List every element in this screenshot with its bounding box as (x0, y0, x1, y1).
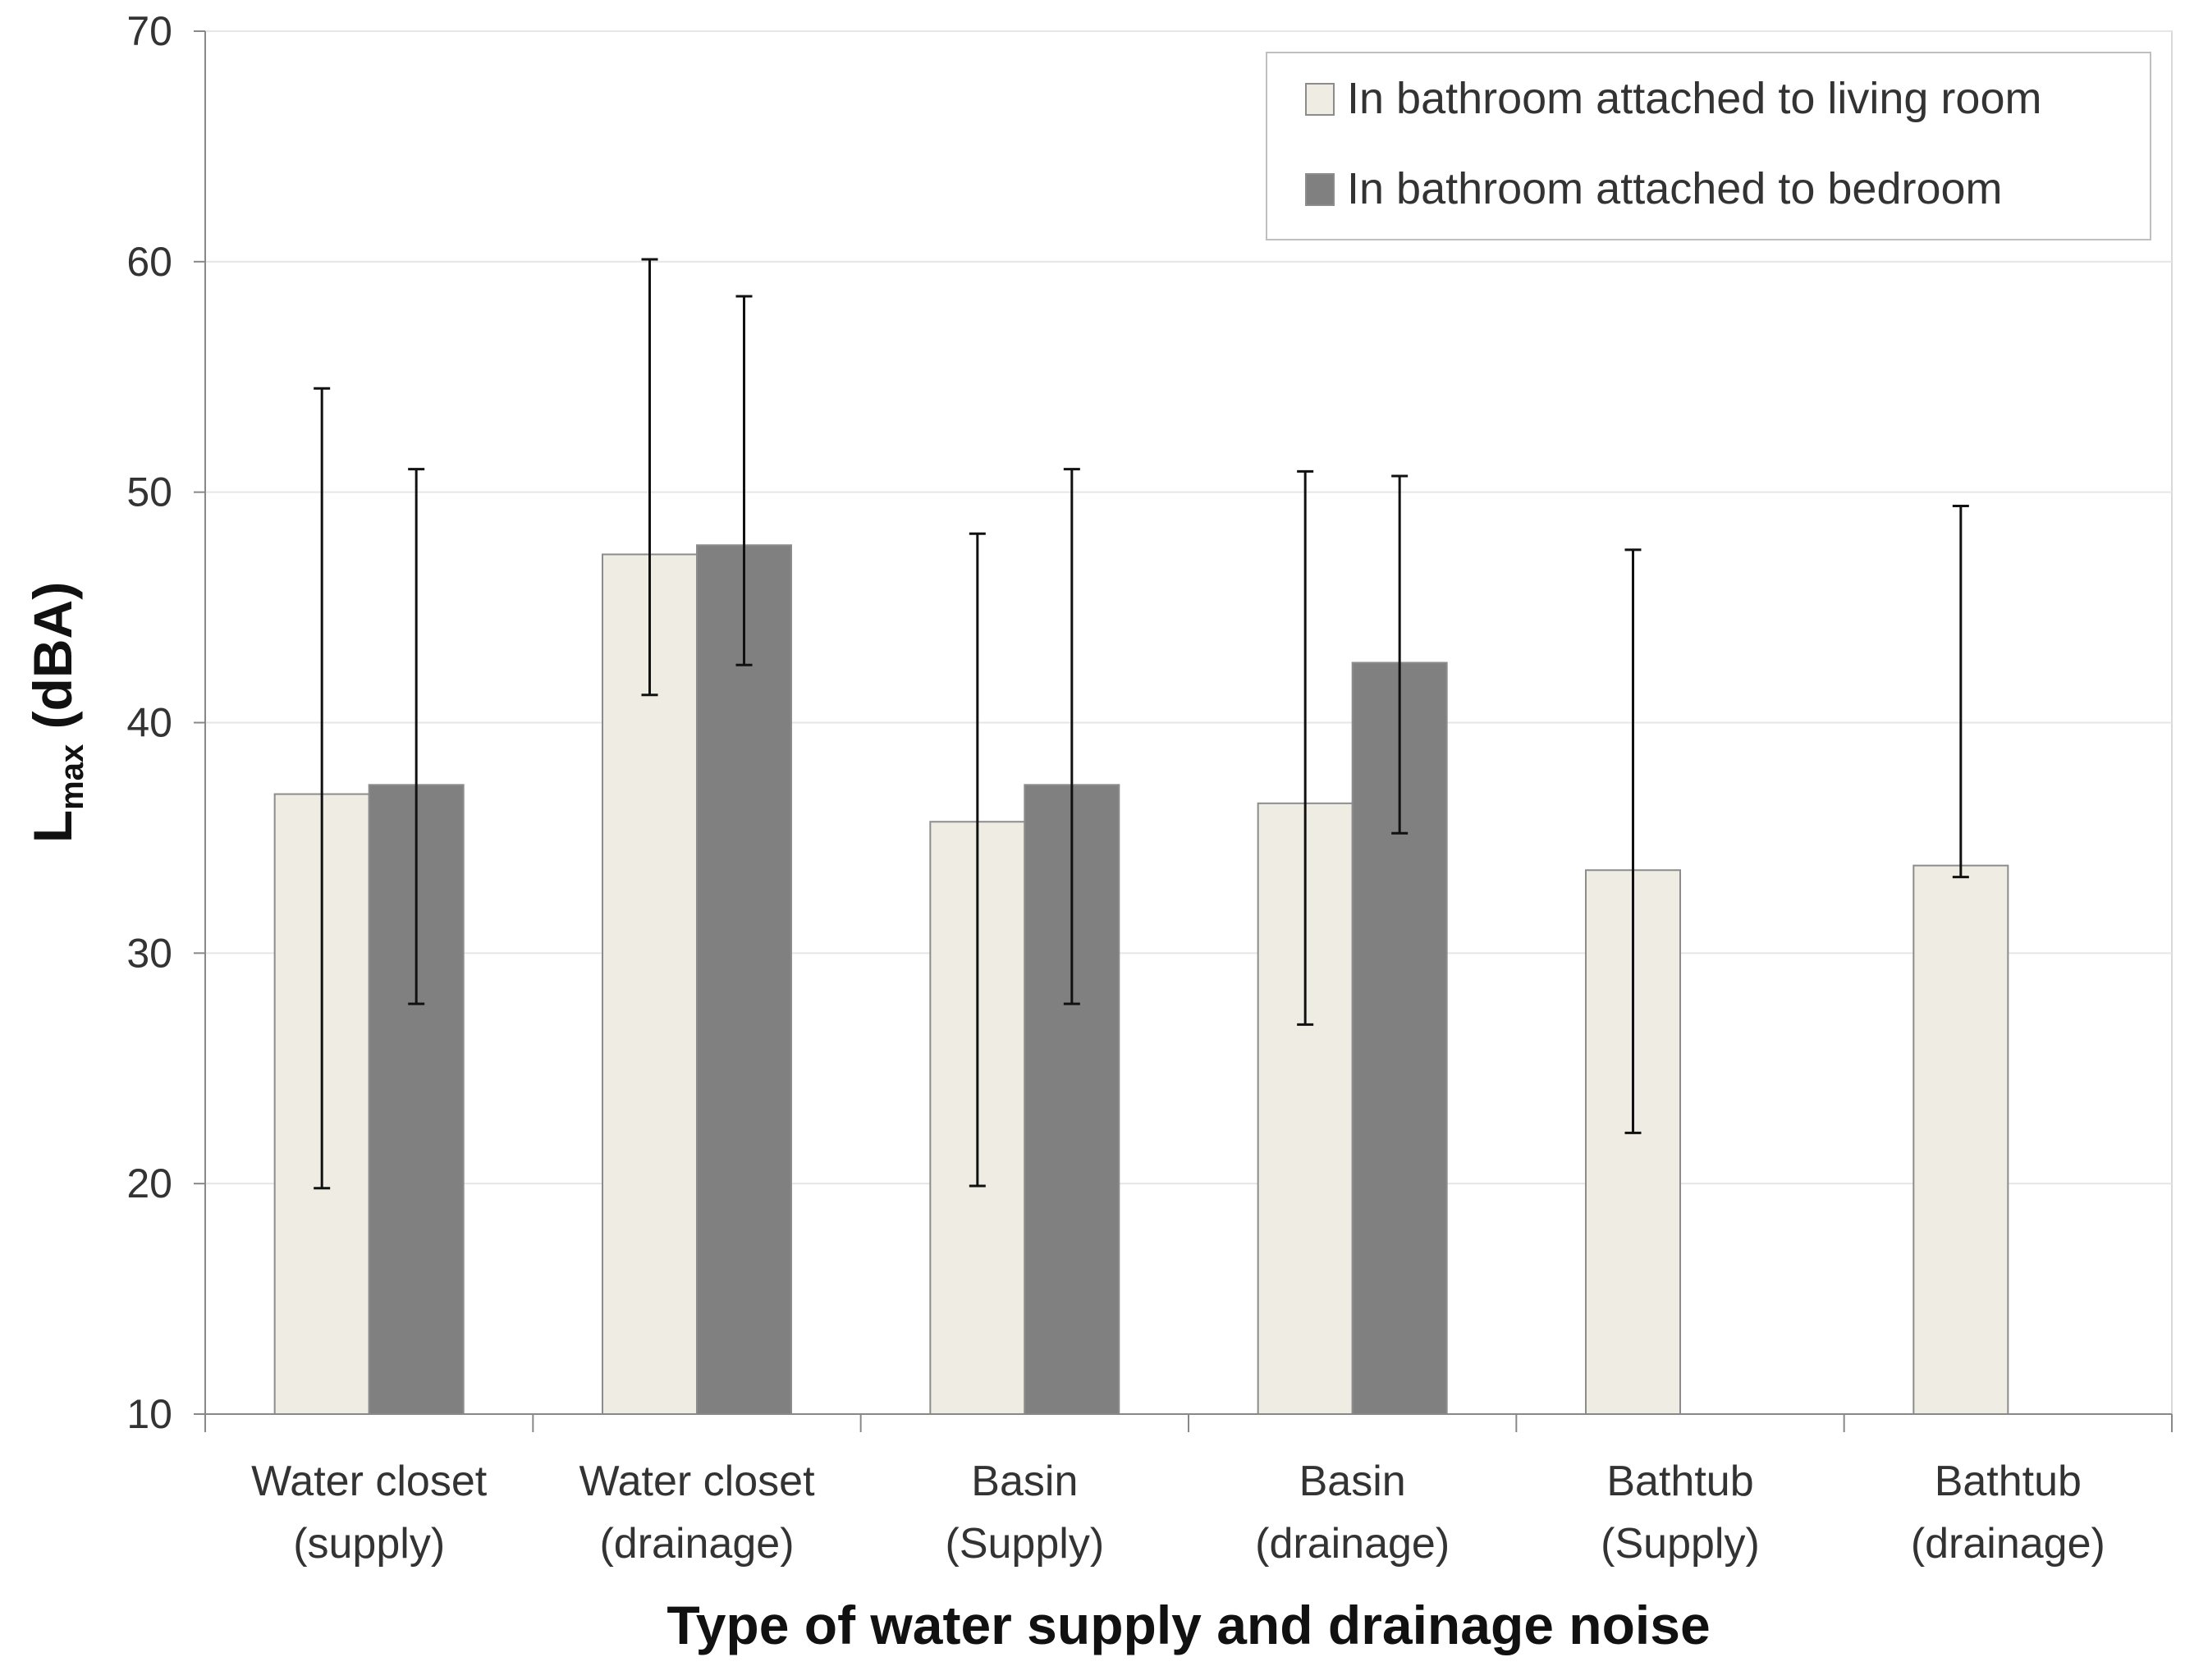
x-category-label-line2: (drainage) (599, 1520, 794, 1568)
error-bar-series1 (1952, 505, 1969, 879)
y-axis-title: Lmax (dBA) (22, 582, 90, 843)
y-tick-label: 50 (126, 469, 172, 515)
x-category-label-line1: Water closet (251, 1458, 488, 1505)
y-tick-label: 30 (126, 930, 172, 976)
x-category-label-line1: Bathtub (1935, 1458, 2082, 1505)
error-bar-series2 (408, 468, 425, 1005)
x-category-label-line2: (drainage) (1911, 1520, 2105, 1568)
bar-series2 (696, 544, 792, 1416)
legend-box (1266, 52, 2151, 240)
error-bar-series1 (641, 258, 658, 697)
y-tick-label: 10 (126, 1391, 172, 1437)
error-bar-series1 (969, 532, 986, 1188)
y-tick-label: 60 (126, 239, 172, 285)
y-tick-label: 70 (126, 8, 172, 54)
x-category-label-line2: (drainage) (1255, 1520, 1450, 1568)
legend-label: In bathroom attached to bedroom (1347, 164, 2003, 213)
bar-series1 (602, 553, 698, 1415)
error-bar-series2 (735, 295, 753, 666)
y-axis-title-unit: (dBA) (22, 582, 83, 744)
x-category-label-line1: Water closet (579, 1458, 815, 1505)
legend-entry-2: In bathroom attached to bedroom (1305, 164, 2003, 213)
axes: 10 20 30 40 50 60 70 Water closet (supply) Water … (126, 8, 2173, 1568)
error-bar-series2 (1063, 468, 1080, 1005)
y-tick-label: 40 (126, 700, 172, 746)
legend: In bathroom attached to living room In ba… (1266, 52, 2151, 240)
legend-label: In bathroom attached to living room (1347, 74, 2041, 123)
error-bars (314, 258, 1969, 1190)
x-category-label-line2: (Supply) (946, 1520, 1105, 1568)
x-category-label-line1: Bathtub (1606, 1458, 1753, 1505)
bar-series1 (1912, 864, 2009, 1416)
error-bar-series1 (1297, 469, 1314, 1026)
x-category-label-line2: (supply) (293, 1520, 445, 1568)
y-axis-title-main: L (22, 810, 83, 843)
legend-swatch (1305, 83, 1335, 116)
bars (273, 544, 2009, 1416)
x-category-label-line1: Basin (971, 1458, 1078, 1505)
y-tick-label: 20 (126, 1160, 172, 1206)
error-bar-series2 (1391, 474, 1409, 835)
error-bar-series1 (1624, 548, 1642, 1134)
x-category-label-line1: Basin (1299, 1458, 1406, 1505)
error-bar-series1 (314, 387, 331, 1190)
legend-entry-1: In bathroom attached to living room (1305, 74, 2041, 123)
x-axis-title: Type of water supply and drainage noise (666, 1595, 1710, 1655)
x-category-label-line2: (Supply) (1601, 1520, 1760, 1568)
axis-labels: Type of water supply and drainage noise … (22, 582, 1711, 1655)
y-axis-title-subscript: max (54, 744, 90, 810)
legend-swatch (1305, 173, 1335, 206)
